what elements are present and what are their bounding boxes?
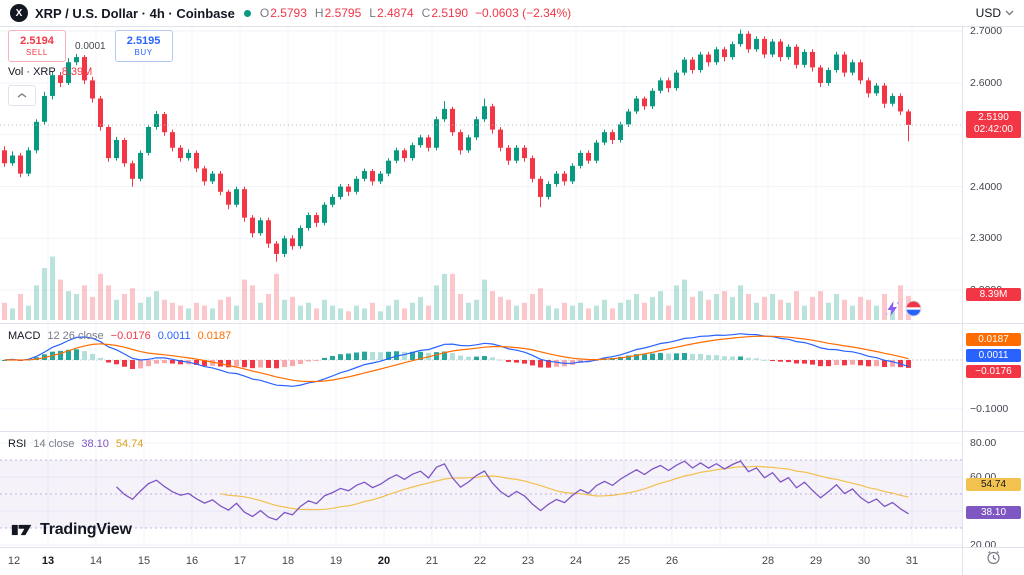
- tradingview-wordmark: TradingView: [40, 521, 132, 538]
- open-label: O: [259, 6, 270, 20]
- sell-label: SELL: [26, 47, 48, 57]
- price-tick-label: 2.3000: [970, 232, 1003, 245]
- rsi-title: RSI: [8, 438, 27, 450]
- session-clock-icon[interactable]: [986, 550, 1001, 570]
- time-axis-label: 29: [809, 555, 823, 567]
- time-axis-label: 20: [377, 555, 391, 567]
- macd-value-badge: 0.0011: [966, 349, 1021, 362]
- macd-params: 12 26 close: [47, 330, 104, 342]
- buy-label: BUY: [134, 47, 153, 57]
- time-axis-scale[interactable]: 12 13 14 15 16 17 18 19 20 21 22 23 24 25 26 28 29 30 31: [0, 548, 962, 575]
- rsi-tick-label: 80.00: [970, 437, 997, 449]
- time-axis-label: 12: [7, 555, 21, 567]
- macd-value-badge: 0.0187: [966, 333, 1021, 346]
- open-pair: O2.5793: [260, 6, 307, 20]
- volume-legend[interactable]: Vol · XRP 8.39M: [8, 66, 92, 78]
- time-axis-label: 23: [521, 555, 535, 567]
- close-pair: C2.5190: [422, 6, 468, 20]
- xrp-logo-icon: X: [10, 4, 28, 22]
- market-status-dot: [243, 9, 251, 17]
- symbol-block: X XRP / U.S. Dollar · 4h · Coinbase O2.5…: [10, 4, 571, 22]
- currency-label: USD: [975, 6, 1001, 20]
- change-value: −0.0603 (−2.34%): [475, 6, 572, 20]
- rsi-value-badge: 38.10: [966, 506, 1021, 520]
- time-axis-label: 24: [569, 555, 583, 567]
- tradingview-logo[interactable]: TradingView: [10, 519, 132, 541]
- ohlc-readout: O2.5793 H2.5795 L2.4874 C2.5190: [260, 6, 468, 20]
- chevron-down-icon: [1005, 10, 1014, 16]
- sparkle-icon[interactable]: [884, 300, 901, 317]
- sell-price: 2.5194: [20, 35, 54, 48]
- header-divider: [0, 26, 1024, 27]
- price-tick-label: 2.7000: [970, 25, 1003, 38]
- time-axis-label: 15: [137, 555, 151, 567]
- macd-legend[interactable]: MACD 12 26 close −0.0176 0.0011 0.0187: [8, 330, 231, 342]
- rsi-value-badge: 54.74: [966, 477, 1021, 491]
- time-axis-label: 14: [89, 555, 103, 567]
- last-price-badge: 2.5190 02:42:00: [966, 110, 1021, 138]
- time-axis-label: 26: [665, 555, 679, 567]
- price-tick-label: 2.4000: [970, 180, 1003, 193]
- volume-badge: 8.39M: [966, 287, 1021, 301]
- buy-button[interactable]: 2.5195 BUY: [114, 30, 173, 62]
- promo-icons: [884, 300, 922, 317]
- time-axis-label: 22: [473, 555, 487, 567]
- macd-value-badge: −0.0176: [966, 365, 1021, 378]
- macd-signal-value: 0.0187: [197, 330, 232, 342]
- rsi-value: 38.10: [81, 438, 109, 450]
- price-axis-scale[interactable]: 2.70002.60002.40002.30002.2000−0.100080.…: [962, 25, 1024, 575]
- open-value: 2.5793: [270, 6, 307, 20]
- time-axis-label: 13: [41, 555, 55, 567]
- time-axis-label: 21: [425, 555, 439, 567]
- time-axis-label: 16: [185, 555, 199, 567]
- low-value: 2.4874: [376, 6, 414, 20]
- chart-header: X XRP / U.S. Dollar · 4h · Coinbase O2.5…: [0, 0, 1024, 26]
- macd-pane[interactable]: [0, 324, 962, 431]
- low-pair: L2.4874: [369, 6, 413, 20]
- high-label: H: [314, 6, 324, 20]
- time-axis-label: 17: [233, 555, 247, 567]
- collapse-indicators-button[interactable]: [8, 85, 36, 106]
- currency-selector[interactable]: USD: [976, 6, 1014, 20]
- time-axis-label: 19: [329, 555, 343, 567]
- time-axis-label: 18: [281, 555, 295, 567]
- spread-value: 0.0001: [72, 39, 109, 53]
- time-axis-label: 30: [857, 555, 871, 567]
- trade-panel: 2.5194 SELL 0.0001 2.5195 BUY: [8, 30, 173, 62]
- close-label: C: [421, 6, 431, 20]
- rsi-params: 14 close: [33, 438, 75, 450]
- price-chart[interactable]: [0, 26, 962, 323]
- macd-tick-label: −0.1000: [970, 403, 1009, 415]
- rsi-tick-label: 20.00: [970, 539, 997, 551]
- time-axis-divider: [0, 547, 1024, 548]
- symbol-title[interactable]: XRP / U.S. Dollar · 4h · Coinbase: [35, 5, 235, 21]
- pane-divider-macd[interactable]: [0, 323, 1024, 324]
- rsi-legend[interactable]: RSI 14 close 38.10 54.74: [8, 438, 143, 450]
- time-axis-label: 25: [617, 555, 631, 567]
- rsi-pane[interactable]: [0, 432, 962, 547]
- time-axis-label: 31: [905, 555, 919, 567]
- chevron-up-icon: [17, 93, 27, 98]
- roundel-icon[interactable]: [905, 300, 922, 317]
- macd-hist-value: −0.0176: [110, 330, 151, 342]
- high-value: 2.5795: [324, 6, 362, 20]
- volume-legend-label: Vol · XRP: [8, 66, 56, 78]
- price-tick-label: 2.6000: [970, 76, 1003, 89]
- buy-price: 2.5195: [126, 35, 161, 48]
- close-value: 2.5190: [431, 6, 469, 20]
- rsi-ma-value: 54.74: [115, 438, 144, 450]
- sell-button[interactable]: 2.5194 SELL: [8, 30, 66, 62]
- macd-title: MACD: [8, 330, 41, 342]
- low-label: L: [369, 6, 376, 20]
- high-pair: H2.5795: [315, 6, 361, 20]
- tradingview-logo-icon: [11, 524, 32, 536]
- macd-line-value: 0.0011: [157, 330, 191, 342]
- volume-legend-value: 8.39M: [61, 66, 93, 78]
- time-axis-label: 28: [761, 555, 775, 567]
- pane-divider-rsi[interactable]: [0, 431, 1024, 432]
